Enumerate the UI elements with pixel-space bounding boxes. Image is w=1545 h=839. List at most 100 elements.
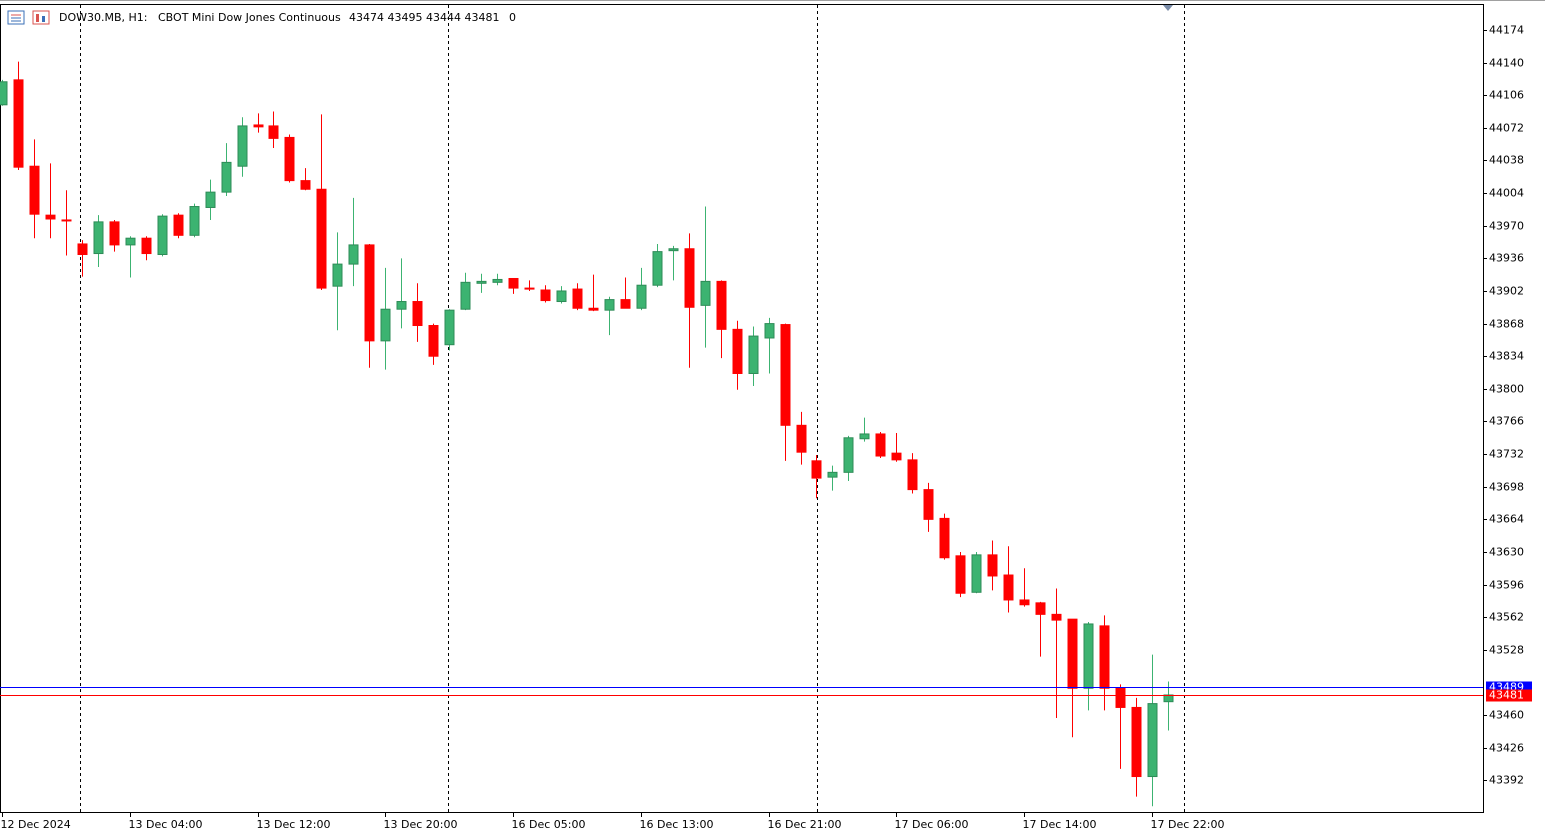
candle-body [572, 288, 583, 309]
y-tick-label: 43800 [1489, 383, 1524, 396]
candle-body [955, 555, 966, 594]
candle-body [923, 489, 934, 520]
candle-body [1099, 625, 1110, 689]
y-tick-label: 43766 [1489, 415, 1524, 428]
candle-body [1131, 706, 1142, 778]
candle-body [61, 219, 72, 222]
candle-body [796, 424, 807, 453]
plot-frame [0, 4, 1484, 813]
shift-marker [1163, 5, 1173, 11]
y-tick-label: 43426 [1489, 742, 1524, 755]
candle-body [396, 301, 407, 310]
x-tick-label: 13 Dec 04:00 [129, 818, 203, 831]
y-tick-label: 44174 [1489, 24, 1524, 37]
candle-body [843, 437, 854, 473]
candle-body [764, 323, 775, 339]
candle-body [540, 289, 551, 302]
candle-body [620, 299, 631, 309]
candle-body [652, 251, 663, 286]
bid-line-label: 43481 [1489, 689, 1524, 702]
candle-body [0, 81, 8, 106]
x-tick-label: 17 Dec 06:00 [895, 818, 969, 831]
candle-body [316, 188, 327, 289]
candle-body [811, 460, 822, 479]
toolbar-icons [7, 10, 50, 25]
candle-body [189, 206, 200, 236]
y-tick-label: 43664 [1489, 513, 1524, 526]
x-tick-label: 17 Dec 22:00 [1151, 818, 1225, 831]
candles [0, 61, 1174, 807]
candle-body [780, 324, 791, 426]
candle-body [1115, 687, 1126, 708]
icon-bar [36, 14, 39, 22]
candle-body [939, 517, 950, 559]
candle-body [1035, 602, 1046, 615]
candle-body [604, 299, 615, 311]
candle-body [1067, 618, 1078, 689]
candle-body [380, 308, 391, 342]
candle-body [476, 280, 487, 284]
x-tick-label: 16 Dec 13:00 [640, 818, 714, 831]
candle-body [13, 79, 24, 168]
candle-body [428, 325, 439, 357]
y-tick-label: 43562 [1489, 611, 1524, 624]
y-tick-label: 43596 [1489, 579, 1524, 592]
y-tick-label: 44004 [1489, 187, 1524, 200]
candle-body [1051, 613, 1062, 621]
candle-body [700, 280, 711, 306]
candle-body [29, 165, 40, 215]
symbol: DOW30.MB, H1: [59, 11, 148, 24]
x-tick-label: 16 Dec 05:00 [512, 818, 586, 831]
candle-body [348, 244, 359, 265]
y-tick-label: 43834 [1489, 350, 1524, 363]
candle-body [827, 471, 838, 478]
volume-text: 0 [509, 11, 516, 24]
candle-body [524, 287, 535, 290]
candle-body [859, 433, 870, 440]
candle-body [1003, 574, 1014, 601]
candle-body [444, 309, 455, 346]
chart-icon [32, 10, 50, 25]
candle-body [716, 280, 727, 330]
candle-body [1019, 599, 1030, 606]
y-tick-label: 44038 [1489, 154, 1524, 167]
y-tick-label: 44106 [1489, 89, 1524, 102]
candle-body [173, 214, 184, 236]
candle-body [109, 221, 120, 246]
y-tick-label: 43630 [1489, 546, 1524, 559]
candle-body [364, 244, 375, 342]
candle-body [93, 221, 104, 255]
candle-body [205, 191, 216, 208]
candle-body [268, 125, 279, 139]
ohlc-text: 43474 43495 43444 43481 [349, 11, 499, 24]
candle-body [732, 328, 743, 374]
candle-body [668, 248, 679, 252]
candle-body [253, 124, 264, 128]
candle-body [508, 277, 519, 289]
candle-body [157, 215, 168, 256]
x-tick-label: 13 Dec 20:00 [384, 818, 458, 831]
candle-body [748, 335, 759, 374]
candle-body [1083, 623, 1094, 689]
candle-body [684, 248, 695, 308]
icon-bar [42, 16, 45, 22]
y-tick-label: 43732 [1489, 448, 1524, 461]
candle-body [556, 290, 567, 303]
y-tick-label: 43528 [1489, 644, 1524, 657]
candle-body [412, 301, 423, 327]
candle-body [1163, 694, 1174, 703]
candle-body [221, 161, 232, 193]
candle-body [636, 284, 647, 309]
x-tick-label: 13 Dec 12:00 [257, 818, 331, 831]
y-tick-label: 44072 [1489, 122, 1524, 135]
chart-title: CBOT Mini Dow Jones Continuous [158, 11, 341, 24]
candle-body [141, 237, 152, 255]
candle-body [45, 214, 56, 220]
candle-body [891, 452, 902, 461]
y-tick-label: 43868 [1489, 318, 1524, 331]
x-tick-label: 17 Dec 14:00 [1023, 818, 1097, 831]
candle-body [77, 243, 88, 256]
candle-body [460, 281, 471, 310]
candle-body [971, 554, 982, 593]
